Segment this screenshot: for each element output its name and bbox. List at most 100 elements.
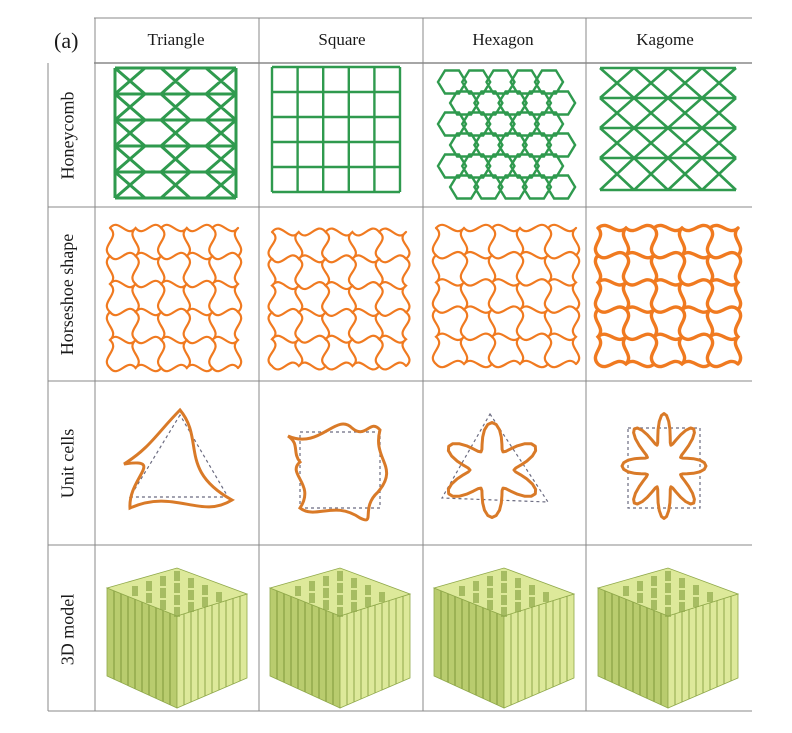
horseshoe-kagome: [593, 223, 743, 369]
column-header-hexagon: Hexagon: [472, 30, 534, 49]
horseshoe-triangle: [105, 223, 243, 373]
honeycomb-kagome: [599, 66, 737, 192]
column-header-triangle: Triangle: [147, 30, 205, 49]
triangle-guide: [128, 413, 230, 498]
block-pillar: [529, 585, 535, 595]
block-pillar: [132, 586, 138, 596]
block-pillar: [693, 585, 699, 595]
block-pillar: [323, 588, 329, 598]
block-pillar: [202, 585, 208, 595]
honeycomb-triangle-lattice: [113, 66, 238, 200]
horseshoe-hexagon-path: [431, 223, 581, 369]
block-pillar: [501, 607, 507, 617]
model-triangle: [105, 567, 249, 709]
block-pillar: [637, 593, 643, 603]
block-pillar: [679, 590, 685, 600]
block-pillar: [515, 578, 521, 588]
block-pillar: [174, 571, 180, 581]
block-pillar: [501, 595, 507, 605]
horseshoe-kagome-path: [593, 223, 743, 369]
block-pillar: [365, 597, 371, 607]
square-guide: [299, 431, 381, 509]
block-pillar: [665, 595, 671, 605]
block-pillar: [202, 597, 208, 607]
block-pillar: [188, 578, 194, 588]
horseshoe-hexagon: [431, 223, 581, 369]
block-pillar: [160, 576, 166, 586]
block-pillar: [146, 593, 152, 603]
model-kagome: [596, 567, 740, 709]
honeycomb-kagome-lattice: [599, 66, 737, 192]
honeycomb-hexagon: [436, 69, 577, 200]
block-pillar: [174, 607, 180, 617]
square-unit-curve: [287, 422, 389, 522]
block-pillar: [473, 581, 479, 591]
block-pillar: [693, 597, 699, 607]
kagome-guide: [627, 427, 701, 509]
honeycomb-square: [270, 65, 402, 194]
block-pillar: [651, 576, 657, 586]
block-pillar: [665, 607, 671, 617]
table-grid: [47, 17, 752, 712]
block-pillar: [351, 602, 357, 612]
block-pillar: [651, 588, 657, 598]
horseshoe-triangle-path: [105, 223, 243, 373]
block-pillar: [160, 600, 166, 610]
horseshoe-square-path: [267, 227, 411, 371]
horseshoe-square: [267, 227, 411, 371]
honeycomb-hexagon-lattice: [436, 69, 577, 200]
block-pillar: [487, 576, 493, 586]
block-pillar: [323, 576, 329, 586]
model-hexagon: [432, 567, 576, 709]
block-pillar: [473, 593, 479, 603]
block-pillar: [679, 602, 685, 612]
unit-cell-triangle: [123, 407, 235, 511]
block-pillar: [487, 588, 493, 598]
block-pillar: [515, 602, 521, 612]
block-pillar: [679, 578, 685, 588]
block-pillar: [337, 607, 343, 617]
block-pillar: [188, 590, 194, 600]
block-pillar: [174, 595, 180, 605]
block-pillar: [337, 571, 343, 581]
block-pillar: [651, 600, 657, 610]
triangle-unit-curve: [123, 407, 235, 511]
block-pillar: [160, 588, 166, 598]
column-header-square: Square: [318, 30, 366, 49]
block-pillar: [216, 592, 222, 602]
block-pillar: [337, 583, 343, 593]
block-pillar: [337, 595, 343, 605]
block-pillar: [501, 583, 507, 593]
honeycomb-triangle: [113, 66, 238, 200]
block-pillar: [365, 585, 371, 595]
block-pillar: [146, 581, 152, 591]
block-pillar: [379, 592, 385, 602]
block-pillar: [323, 600, 329, 610]
panel-label: (a): [54, 28, 79, 53]
unit-cell-kagome: [620, 412, 708, 520]
block-pillar: [459, 586, 465, 596]
unit-cell-square: [287, 422, 389, 522]
block-pillar: [309, 593, 315, 603]
column-header-kagome: Kagome: [636, 30, 694, 49]
block-pillar: [707, 592, 713, 602]
honeycomb-square-lattice: [270, 65, 402, 194]
unit-cell-hexagon: [440, 412, 550, 519]
block-pillar: [501, 571, 507, 581]
block-pillar: [515, 590, 521, 600]
block-pillar: [665, 583, 671, 593]
block-pillar: [543, 592, 549, 602]
block-pillar: [174, 583, 180, 593]
block-pillar: [529, 597, 535, 607]
block-pillar: [309, 581, 315, 591]
block-pillar: [188, 602, 194, 612]
block-pillar: [351, 590, 357, 600]
hexagon-unit-curve: [446, 421, 538, 519]
block-pillar: [351, 578, 357, 588]
block-pillar: [637, 581, 643, 591]
block-pillar: [665, 571, 671, 581]
hexagon-guide: [440, 412, 550, 503]
kagome-unit-curve: [620, 412, 708, 520]
